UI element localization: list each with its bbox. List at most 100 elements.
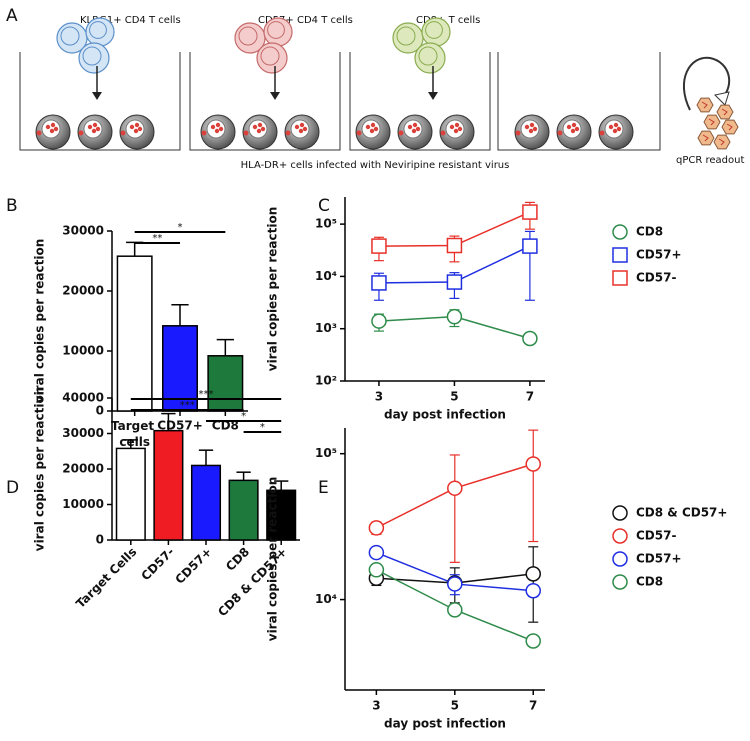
caption: HLA-DR+ cells infected with Neviripine r… <box>241 160 510 171</box>
readout-label: qPCR readout <box>676 155 744 166</box>
y-axis-title: viral copies per reaction <box>266 477 280 642</box>
amplicon-strand <box>721 108 728 116</box>
virus <box>524 124 530 130</box>
significance-label: * <box>241 411 246 422</box>
virus <box>260 126 266 132</box>
nucleus <box>83 119 103 139</box>
amplicon <box>703 114 721 130</box>
virus <box>356 130 362 136</box>
virus <box>449 124 455 130</box>
marker <box>522 204 538 220</box>
effector-nucleus <box>89 21 107 39</box>
marker <box>525 456 541 472</box>
marker <box>447 602 463 618</box>
x-axis-title: day post infection <box>384 717 506 731</box>
x-tick-label: Target cells <box>111 419 158 449</box>
virus <box>566 124 572 130</box>
x-tick-label: 3 <box>375 390 383 404</box>
x-tick-label: 5 <box>451 699 459 713</box>
cycle-head <box>713 91 730 106</box>
bar <box>153 429 184 541</box>
virus <box>218 126 224 132</box>
virus <box>243 130 249 136</box>
well <box>349 52 491 151</box>
marker <box>446 274 463 290</box>
arrow-head <box>428 92 438 100</box>
virus <box>411 128 417 134</box>
significance-label: ** <box>152 233 162 244</box>
chart: B 0 10000 20000 30000 viral copies per reacti… <box>6 196 248 449</box>
marker <box>447 480 463 496</box>
virus <box>557 130 563 136</box>
amplicon <box>713 134 731 150</box>
virus <box>257 122 263 128</box>
amplicon <box>716 104 734 120</box>
chart: E 10⁴ 10⁵ viral copies per reaction 3 5 7 day p… <box>266 428 727 731</box>
effector-cell <box>78 42 110 74</box>
amplicon-strand <box>708 118 715 126</box>
legend-label: CD57- <box>636 271 676 285</box>
bar <box>228 479 259 541</box>
virus <box>298 128 304 134</box>
virus <box>49 128 55 134</box>
virus <box>616 126 622 132</box>
bar <box>162 325 198 412</box>
virus <box>299 122 305 128</box>
y-tick-label: 20000 <box>62 284 104 298</box>
virus <box>285 130 291 136</box>
effector-nucleus <box>425 21 443 39</box>
legend-marker <box>612 247 628 263</box>
x-tick-label: CD57+ <box>173 545 215 587</box>
effector-nucleus <box>267 21 285 39</box>
marker <box>525 582 541 599</box>
y-tick-label: 0 <box>96 533 104 547</box>
y-tick-label: 30000 <box>62 224 104 238</box>
significance-label: * <box>260 422 265 433</box>
nucleus <box>562 119 582 139</box>
virus <box>612 128 618 134</box>
effector-nucleus <box>260 46 280 66</box>
effector-nucleus <box>60 26 80 46</box>
marker <box>525 566 541 582</box>
panel-label: C <box>318 196 330 216</box>
nucleus <box>520 119 540 139</box>
virus <box>570 128 576 134</box>
nucleus <box>290 119 310 139</box>
y-tick-label: 10000 <box>62 344 104 358</box>
marker <box>371 313 387 329</box>
effector-nucleus <box>238 26 258 46</box>
virus <box>129 124 135 130</box>
panel-label: A <box>6 6 18 26</box>
virus <box>412 122 418 128</box>
y-tick-label: 10⁵ <box>315 446 337 460</box>
significance-label: * <box>178 222 183 233</box>
nucleus <box>403 119 423 139</box>
y-tick-label: 0 <box>96 404 104 418</box>
amplicon-strand <box>701 101 708 109</box>
group-label: KLRG1+ CD4 T cells <box>80 15 181 26</box>
marker <box>525 633 541 649</box>
virus <box>369 128 375 134</box>
effector-nucleus <box>396 26 416 46</box>
y-tick-label: 10000 <box>62 497 104 511</box>
effector-nucleus <box>418 46 438 66</box>
marker <box>522 238 538 254</box>
virus <box>92 122 98 128</box>
virus <box>454 122 460 128</box>
marker <box>447 576 463 592</box>
effector-cell <box>256 42 288 74</box>
legend-marker <box>612 505 628 521</box>
virus <box>78 130 84 136</box>
marker <box>371 275 387 291</box>
nucleus <box>361 119 381 139</box>
y-tick-label: 20000 <box>62 462 104 476</box>
group-label: CD57+ CD4 T cells <box>258 15 353 26</box>
panel-label: D <box>6 478 19 498</box>
virus <box>252 124 258 130</box>
legend-label: CD8 <box>636 225 663 239</box>
virus <box>137 126 143 132</box>
legend-marker <box>612 551 628 567</box>
virus <box>365 124 371 130</box>
virus <box>201 130 207 136</box>
y-tick-label: 10³ <box>315 321 337 335</box>
